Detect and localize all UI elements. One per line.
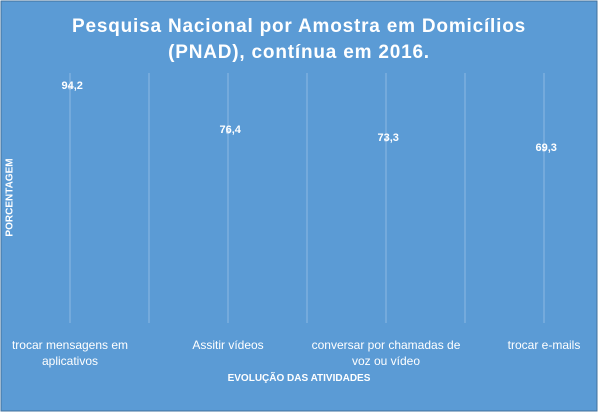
x-axis-label: EVOLUÇÃO DAS ATIVIDADES (227, 373, 371, 384)
data-label: 94,2 (61, 79, 83, 92)
data-label: 76,4 (219, 124, 241, 136)
data-point (384, 137, 388, 142)
x-tick-label: trocar mensagens em aplicativos (11, 338, 129, 368)
data-point (542, 147, 546, 152)
data-point (68, 85, 72, 90)
y-axis-label: PORCENTAGEM (4, 158, 16, 237)
x-tick-label: trocar e-mails (507, 338, 581, 352)
chart-title: Pesquisa Nacional por Amostra em Domicíl… (72, 16, 526, 63)
x-tick-label: conversar por chamadas de voz ou vídeo (311, 338, 461, 368)
data-label: 73,3 (377, 131, 399, 144)
data-point (226, 130, 230, 134)
data-label: 69,3 (535, 141, 557, 154)
x-tick-label: Assitir vídeos (192, 338, 264, 352)
